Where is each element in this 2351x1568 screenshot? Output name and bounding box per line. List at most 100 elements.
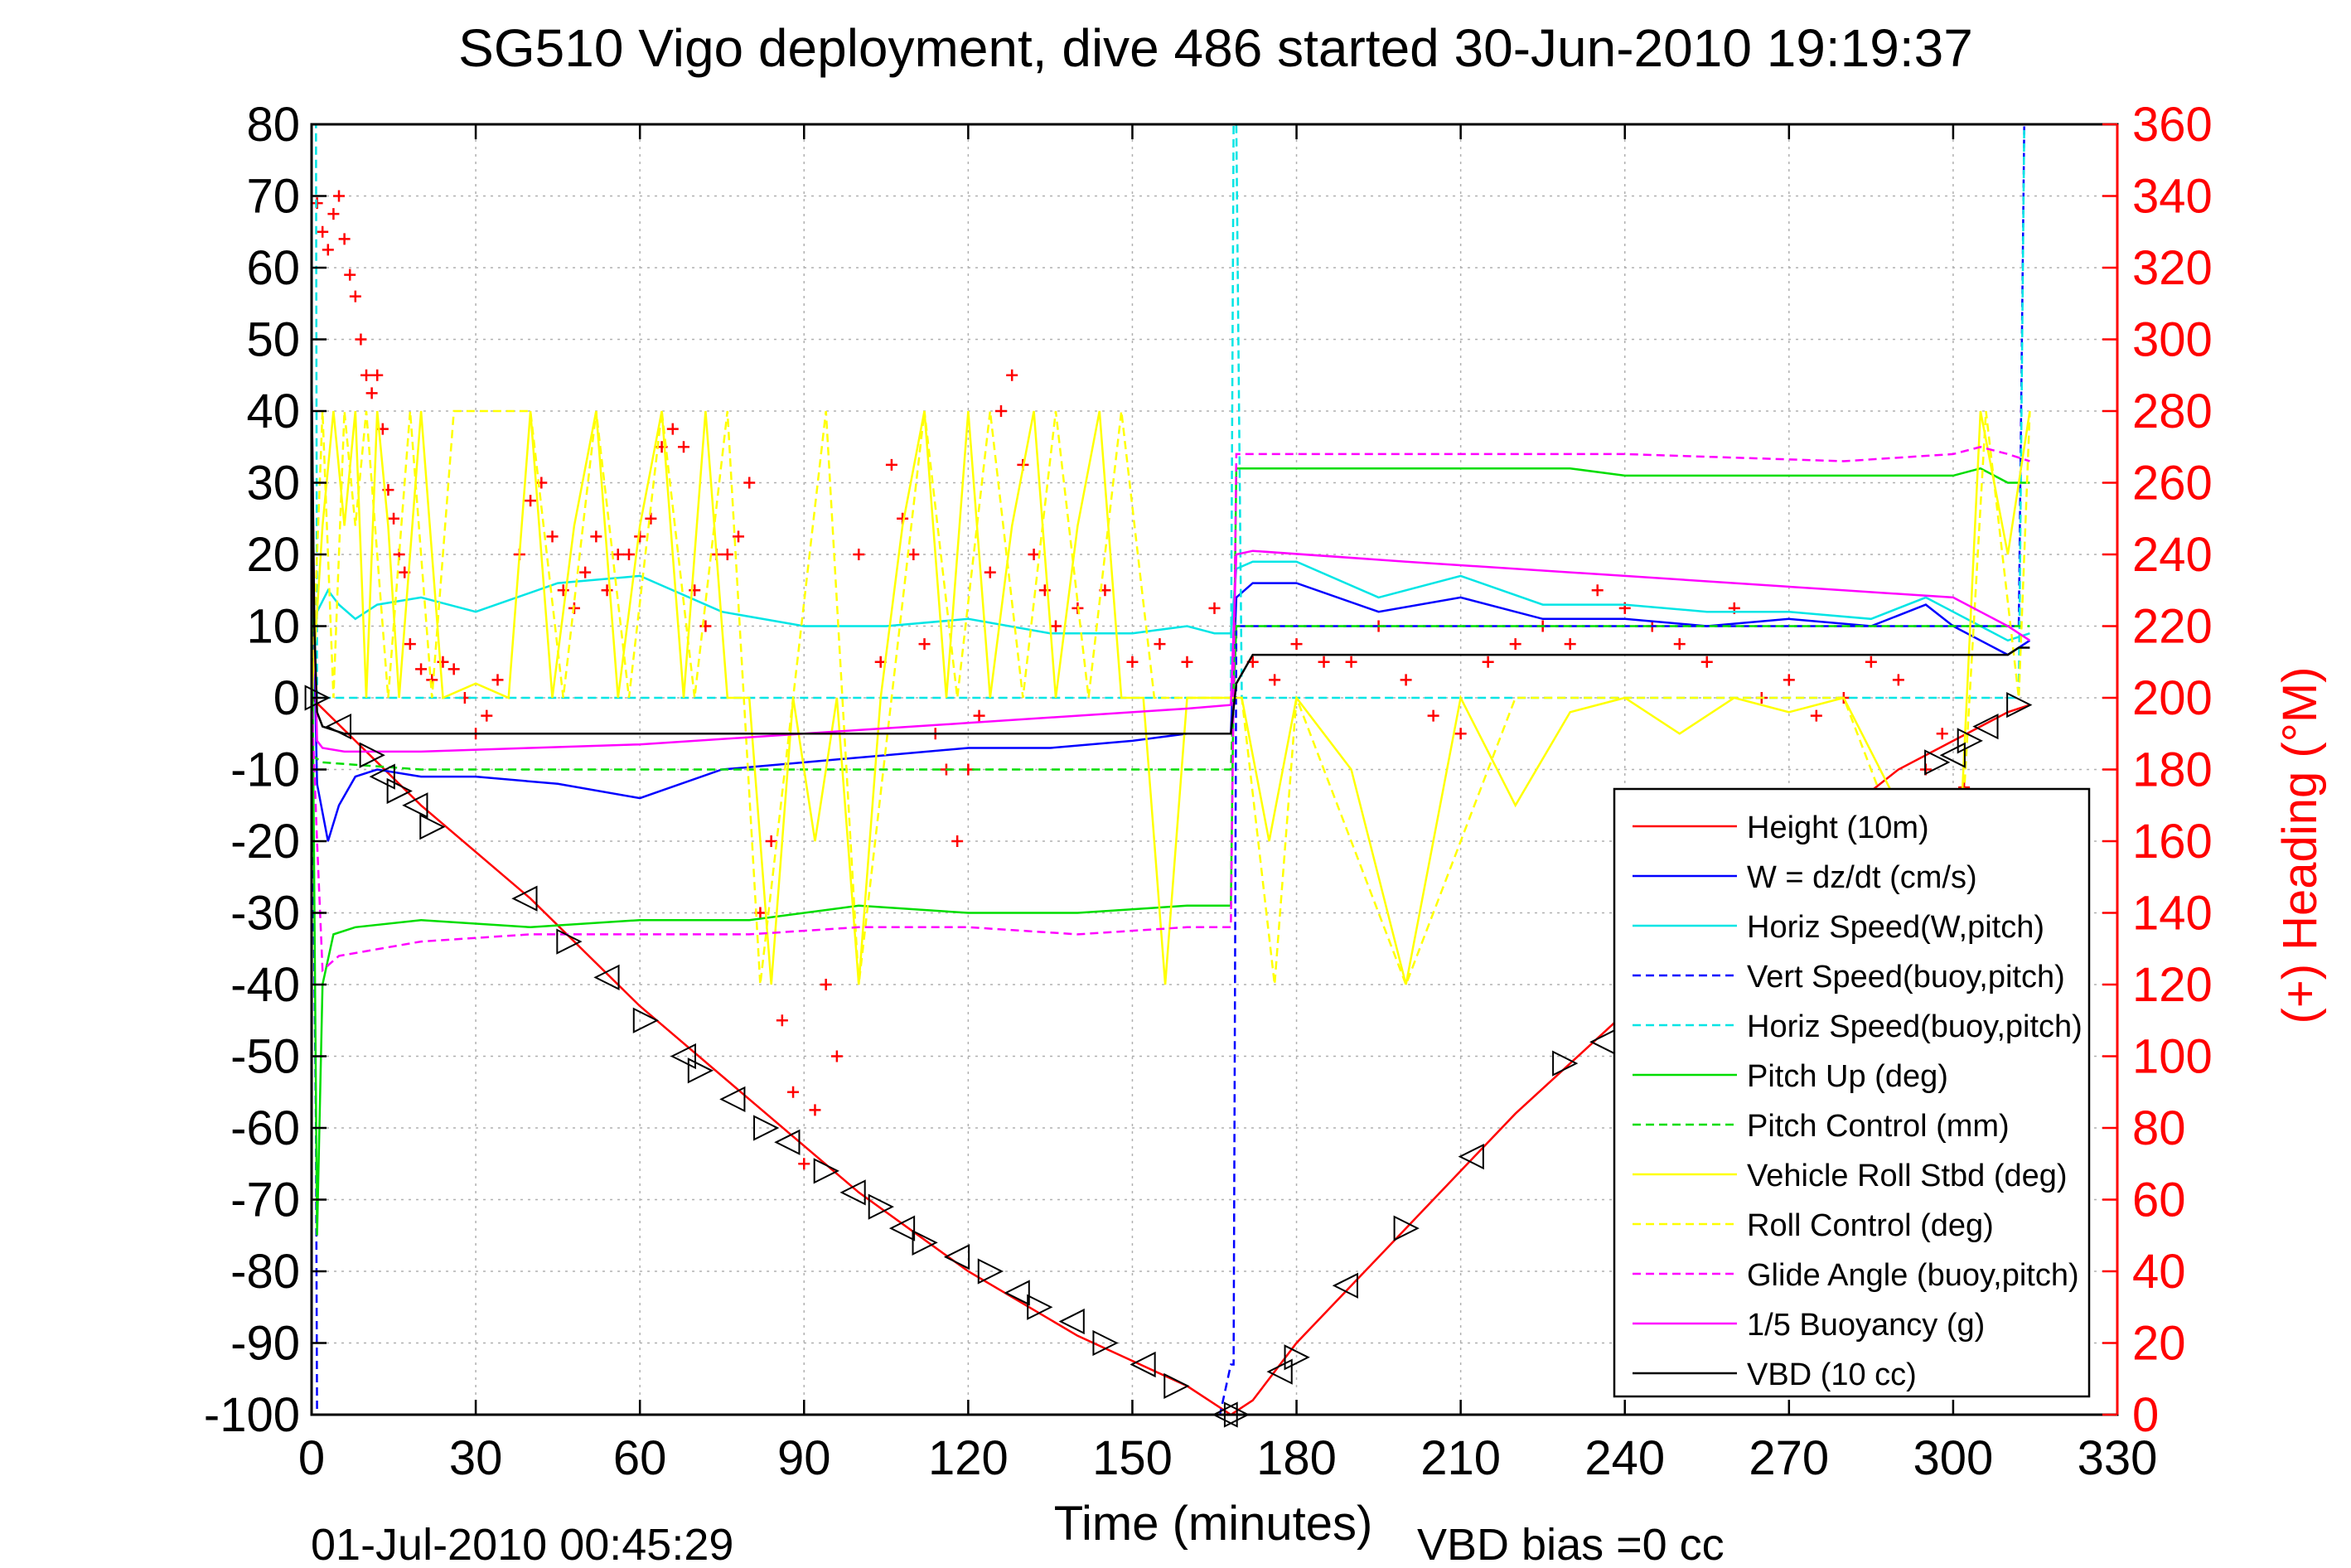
heading-point: [1290, 638, 1303, 651]
y-right-tick-label: 260: [2132, 457, 2213, 511]
legend: Height (10m) W = dz/dt (cm/s) Horiz Speed(…: [1613, 787, 2091, 1398]
x-tick-label: 240: [1584, 1431, 1665, 1485]
heading-point: [1865, 656, 1877, 668]
footer-timestamp: 01-Jul-2010 00:45:29: [311, 1520, 733, 1568]
footer-vbd-bias: VBD bias =0 cc: [1417, 1520, 1725, 1568]
heading-point: [678, 441, 690, 453]
heading-point: [1509, 638, 1521, 651]
series-line: [310, 467, 2030, 1236]
dive-marker: [556, 928, 583, 955]
x-tick-label: 60: [613, 1431, 667, 1485]
heading-point: [1154, 638, 1166, 651]
x-tick-label: 180: [1256, 1431, 1337, 1485]
heading-point: [1673, 638, 1686, 651]
heading-point: [853, 549, 865, 560]
dive-marker: [1004, 1280, 1030, 1306]
y-right-tick-label: 300: [2132, 313, 2213, 367]
y-tick-label: -40: [230, 958, 300, 1012]
heading-point: [426, 674, 438, 686]
heading-point: [1892, 674, 1904, 686]
y-tick-label: -50: [230, 1030, 300, 1084]
dive-marker: [1458, 1143, 1484, 1170]
x-tick-label: 90: [777, 1431, 831, 1485]
heading-point: [415, 663, 428, 675]
series-line: [310, 375, 2030, 735]
heading-point: [344, 269, 356, 281]
dive-marker: [1972, 713, 1999, 740]
heading-point: [1006, 369, 1018, 381]
dive-marker: [1552, 1050, 1579, 1077]
y-right-tick-label: 320: [2132, 241, 2213, 295]
heading-point: [327, 208, 340, 220]
heading-point: [579, 566, 592, 578]
heading-point: [1318, 656, 1330, 668]
x-tick-label: 120: [928, 1431, 1009, 1485]
dive-marker: [1284, 1344, 1310, 1371]
heading-point: [622, 549, 635, 560]
chart-title: SG510 Vigo deployment, dive 486 started …: [458, 18, 1973, 78]
y-right-tick-label: 200: [2132, 671, 2213, 725]
heading-point: [1427, 709, 1439, 722]
heading-point: [1564, 638, 1576, 651]
heading-point: [907, 549, 920, 560]
heading-point: [557, 584, 569, 597]
series-line: [310, 410, 2031, 985]
heading-point: [535, 477, 548, 489]
dive-marker: [1266, 1358, 1293, 1385]
dive-marker: [813, 1158, 839, 1184]
x-tick-label: 150: [1092, 1431, 1173, 1485]
heading-point: [317, 225, 329, 238]
legend-entry: Vehicle Roll Stbd (deg): [1747, 1159, 2068, 1193]
legend-entry: VBD (10 cc): [1747, 1357, 1917, 1392]
legend-entry: Roll Control (deg): [1747, 1208, 1994, 1243]
heading-point: [1591, 584, 1604, 597]
heading-point: [1400, 674, 1412, 686]
y-tick-label: -80: [230, 1245, 300, 1299]
heading-point: [1783, 674, 1795, 686]
y-tick-label: -30: [230, 887, 300, 941]
x-tick-label: 0: [298, 1431, 325, 1485]
heading-point: [1700, 656, 1713, 668]
heading-point: [721, 549, 733, 560]
heading-point: [338, 233, 351, 245]
y-right-tick-label: 80: [2132, 1101, 2186, 1155]
dive-markers: [304, 685, 2033, 1428]
heading-point: [1181, 656, 1193, 668]
y-tick-label: -10: [230, 743, 300, 797]
heading-point: [388, 512, 400, 525]
heading-point: [809, 1104, 821, 1116]
x-tick-label: 210: [1420, 1431, 1501, 1485]
legend-entry: Height (10m): [1747, 811, 1929, 845]
heading-point: [371, 369, 384, 381]
dive-marker: [888, 1215, 916, 1241]
y-right-tick-label: 280: [2132, 385, 2213, 438]
heading-point: [1810, 709, 1822, 722]
y-tick-label: 30: [246, 457, 300, 511]
heading-point: [349, 290, 361, 302]
heading-point: [404, 638, 416, 651]
dive-marker: [1027, 1294, 1053, 1320]
dive-marker: [511, 885, 538, 912]
y-right-tick-label: 220: [2132, 600, 2213, 654]
heading-point: [787, 1086, 800, 1098]
series-line: [310, 375, 2031, 753]
dive-marker: [670, 1043, 697, 1070]
heading-point: [994, 405, 1007, 417]
y-axis-ticks-left: -100-90-80-70-60-50-40-30-20-10010203040…: [204, 98, 327, 1442]
dive-marker: [1924, 749, 1951, 776]
dive-marker: [839, 1179, 866, 1206]
dive-marker: [2006, 692, 2033, 719]
y-right-tick-label: 340: [2132, 170, 2213, 224]
heading-point: [365, 387, 378, 399]
heading-point: [1126, 656, 1139, 668]
y-tick-label: 50: [246, 313, 300, 367]
y-right-tick-label: 240: [2132, 528, 2213, 582]
heading-point: [1028, 549, 1040, 560]
heading-point: [355, 333, 367, 346]
series-line: [310, 446, 2030, 973]
heading-point: [1269, 674, 1281, 686]
y-tick-label: -100: [204, 1388, 300, 1442]
heading-point: [360, 369, 373, 381]
y-right-tick-label: 100: [2132, 1030, 2213, 1084]
